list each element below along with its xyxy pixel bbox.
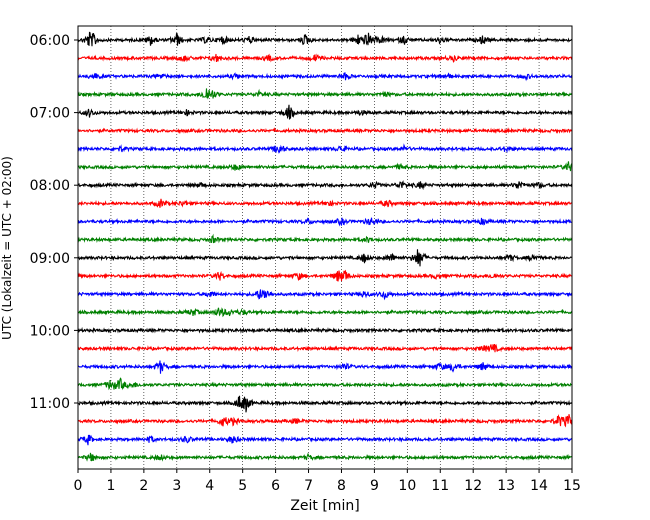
x-tick-label: 15 [563, 478, 581, 494]
trace-0930 [77, 289, 573, 301]
trace-0845 [77, 233, 573, 244]
trace-0945 [77, 307, 573, 318]
trace-0815 [77, 198, 573, 208]
y-axis-label: UTC (Lokalzeit = UTC + 02:00) [0, 156, 14, 340]
x-axis-ticks: 0 1 2 3 4 5 6 7 8 9 10 11 12 13 14 15 [74, 469, 581, 494]
vertical-grid [110, 26, 540, 469]
x-tick-label: 4 [205, 478, 214, 494]
x-tick-label: 11 [431, 478, 449, 494]
x-tick-label: 3 [172, 478, 181, 494]
x-tick-label: 14 [530, 478, 548, 494]
y-tick-label: 10:00 [30, 323, 70, 339]
plot-frame [77, 25, 573, 470]
x-axis-label: Zeit [min] [290, 498, 359, 514]
trace-0645 [77, 88, 573, 100]
trace-0600 [77, 31, 573, 47]
x-tick-label: 13 [497, 478, 515, 494]
trace-1015 [77, 343, 573, 353]
trace-0830 [77, 217, 573, 227]
x-tick-label: 2 [139, 478, 148, 494]
trace-0700 [77, 104, 573, 120]
trace-1130 [77, 434, 573, 446]
y-tick-label: 08:00 [30, 178, 70, 194]
y-axis-ticks: 06:00 07:00 08:00 09:00 10:00 11:00 [30, 33, 78, 412]
y-tick-label: 07:00 [30, 106, 70, 122]
x-tick-label: 0 [74, 478, 83, 494]
x-tick-label: 5 [238, 478, 247, 494]
y-tick-label: 06:00 [30, 33, 70, 49]
x-tick-label: 8 [337, 478, 346, 494]
trace-0715 [77, 127, 573, 135]
trace-0800 [77, 180, 573, 191]
trace-1030 [77, 360, 573, 374]
trace-1115 [77, 414, 573, 428]
x-tick-label: 6 [271, 478, 280, 494]
trace-0630 [77, 72, 573, 82]
x-tick-label: 12 [464, 478, 482, 494]
x-tick-label: 10 [398, 478, 416, 494]
trace-1145 [77, 452, 573, 462]
trace-1000 [77, 326, 573, 334]
trace-group [77, 31, 573, 462]
trace-0730 [77, 143, 573, 154]
trace-0900 [77, 249, 573, 267]
y-tick-label: 11:00 [30, 396, 70, 412]
trace-1100 [77, 395, 573, 413]
trace-0615 [77, 53, 573, 63]
trace-1045 [77, 377, 573, 391]
x-tick-label: 9 [370, 478, 379, 494]
trace-0915 [77, 269, 573, 282]
x-tick-label: 7 [304, 478, 313, 494]
y-tick-label: 09:00 [30, 251, 70, 267]
trace-0745 [77, 161, 573, 172]
x-tick-label: 1 [106, 478, 115, 494]
